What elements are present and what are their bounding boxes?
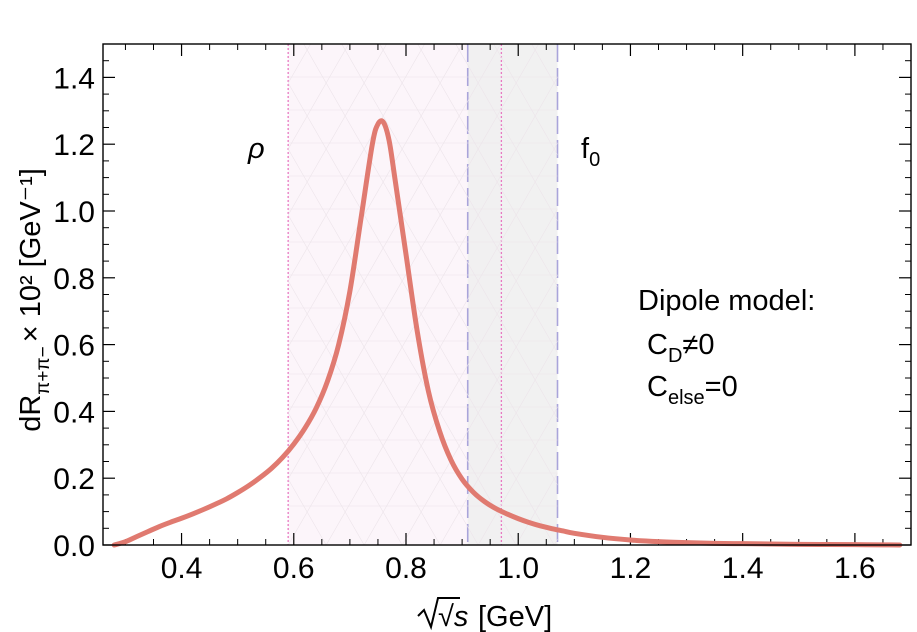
y-tick-label: 0.4 [53,396,95,429]
y-tick-label: 1.2 [53,129,95,162]
y-tick-label: 0.8 [53,263,95,296]
hatch-line [455,44,558,222]
hatch-line [288,148,517,545]
y-tick-label: 0.0 [53,530,95,563]
x-tick-label: 1.0 [497,552,539,585]
y-axis-main: dR [15,395,47,432]
y-axis-title-text: dRπ+π− × 10² [GeV⁻¹] [15,168,54,432]
x-axis-title: √s [GeV] [417,597,552,632]
x-axis-unit: [GeV] [478,601,552,632]
x-tick-label: 0.4 [161,552,203,585]
y-axis-title: dRπ+π− × 10² [GeV⁻¹] [15,168,54,432]
hatch-line [401,274,558,545]
y-tick-label: 0.6 [53,330,95,363]
hatch-line [477,406,558,545]
cd-suffix: ≠0 [682,329,714,361]
hatch-line [417,44,558,288]
tick-labels-layer: 0.4 0.6 0.8 1.0 1.2 1.4 1.6 0.0 0.2 0.4 0.6 0.8 1.0 1… [53,62,875,585]
rho-label: ρ [247,133,265,165]
ticks-layer [103,44,912,546]
y-tick-label: 1.4 [53,62,95,95]
hatch-line [288,82,555,545]
x-tick-label: 0.8 [385,552,427,585]
plot-frame [102,43,912,546]
x-tick-label: 0.6 [273,552,315,585]
hatch-line [288,346,403,545]
y-axis-tail: × 10² [GeV⁻¹] [15,168,47,342]
f0-label: f0 [581,133,600,171]
celse-prefix: C [647,371,668,403]
f0-label-main: f [581,133,590,165]
hatch-line [288,214,479,545]
cd-label: CD≠0 [647,329,714,367]
cd-sub: D [668,345,682,367]
x-tick-label: 1.2 [610,552,652,585]
series-line-dipole-model [111,118,903,548]
celse-label: Celse=0 [647,371,738,409]
model-title: Dipole model: [638,285,815,317]
f0-band [467,44,558,545]
x-tick-label: 1.6 [834,552,876,585]
hatch-line [439,340,558,545]
hatch-line [288,280,441,545]
series-layer [111,118,903,548]
y-axis-sub: π+π− [33,346,54,394]
x-axis-symbol: √s [438,601,468,632]
x-tick-label: 1.4 [722,552,764,585]
celse-sub: else [668,387,705,409]
hatch-line [341,44,558,420]
sqrt-sign-icon [417,597,460,631]
y-tick-label: 1.0 [53,196,95,229]
cd-prefix: C [647,329,668,361]
f0-label-sub: 0 [589,149,600,171]
y-tick-label: 0.2 [53,463,95,496]
hatch-line [379,44,558,354]
celse-suffix: =0 [705,371,738,403]
